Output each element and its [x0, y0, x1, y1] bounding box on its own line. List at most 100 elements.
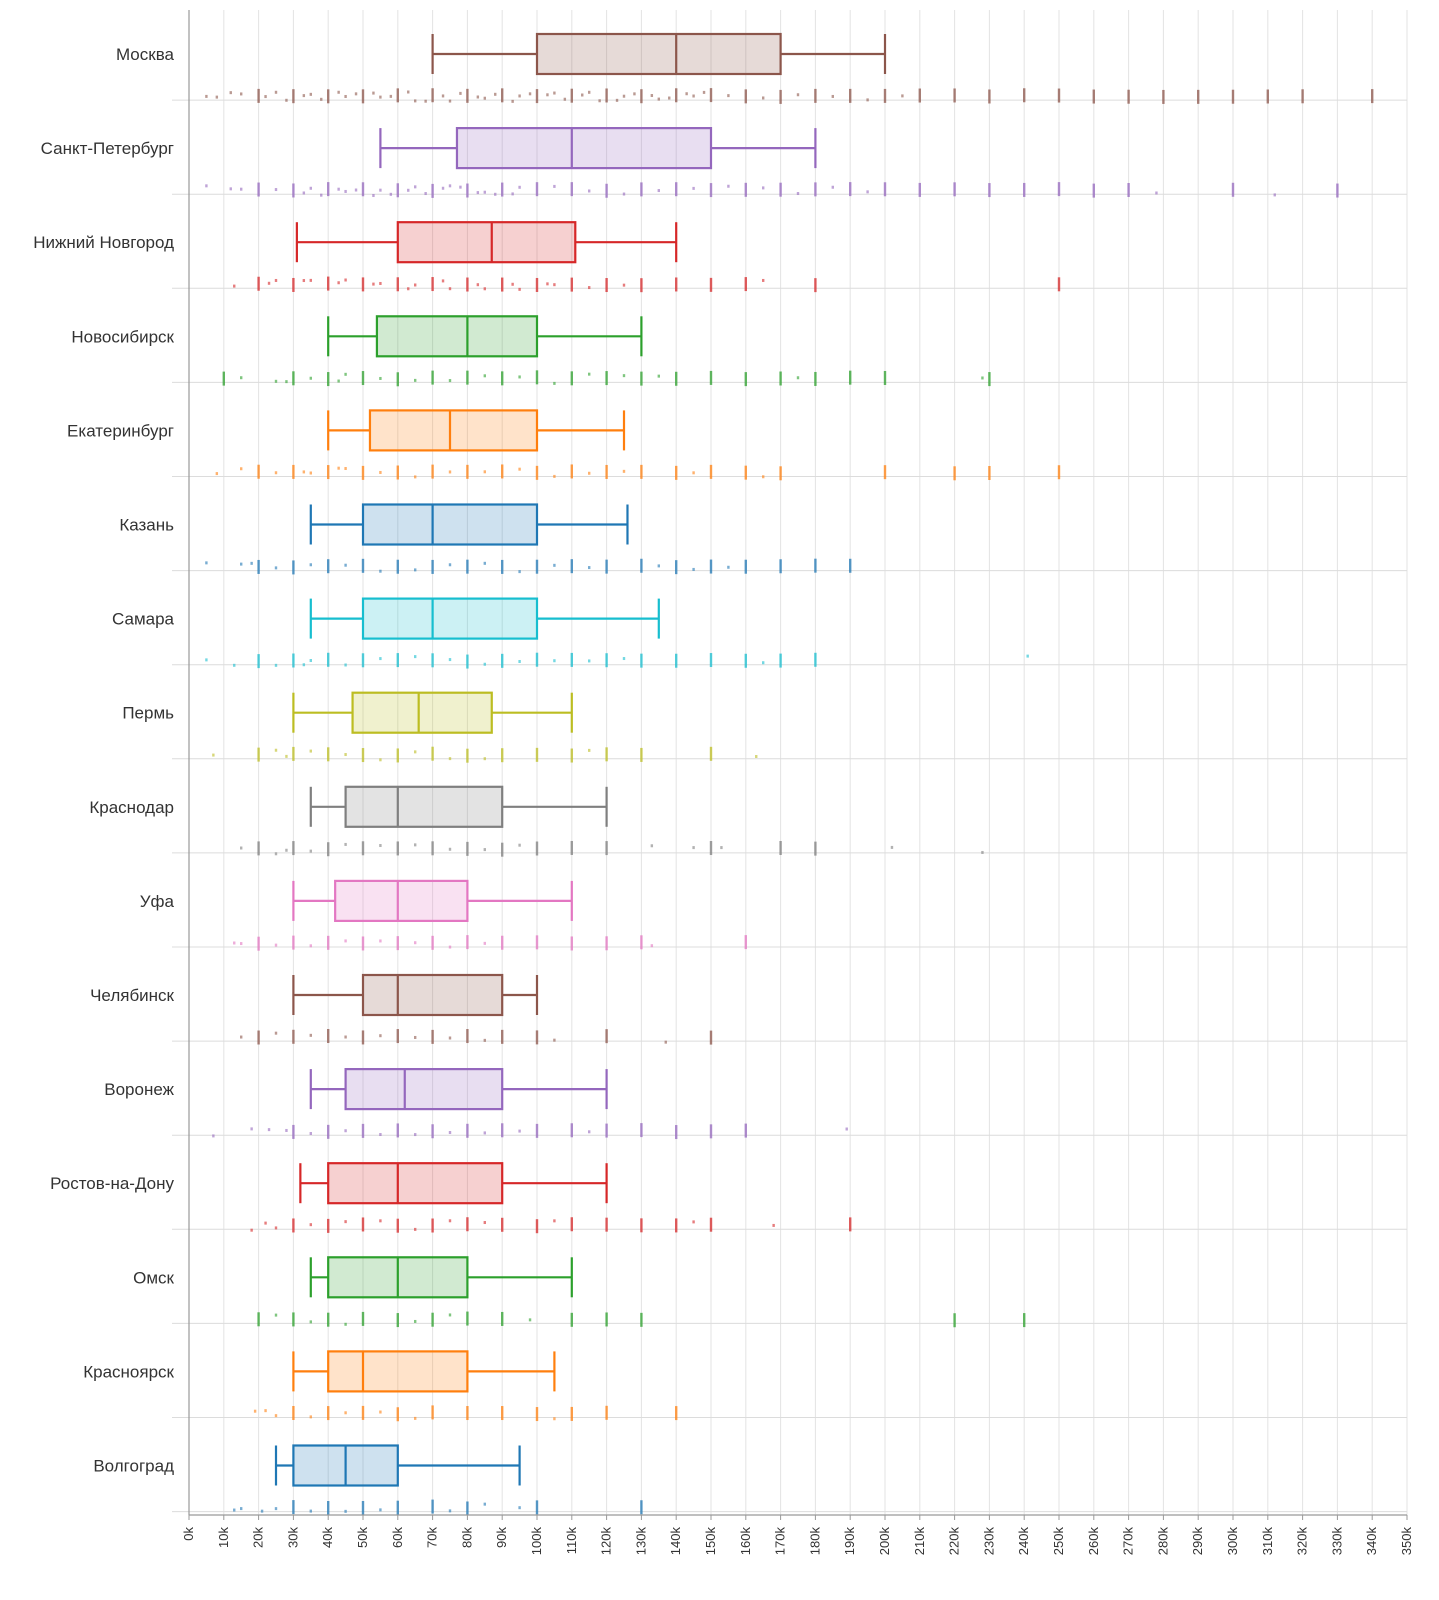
data-point [292, 183, 295, 198]
data-point [814, 278, 817, 293]
iqr-box [344, 1067, 504, 1111]
data-point [361, 841, 365, 856]
data-point [309, 659, 312, 663]
data-point [212, 1134, 215, 1138]
data-point [709, 1217, 713, 1232]
data-point [605, 1405, 608, 1420]
data-point [570, 559, 573, 574]
data-point [396, 1407, 399, 1422]
data-point [779, 182, 782, 197]
data-point [744, 372, 747, 387]
data-point [518, 1129, 521, 1133]
data-point [476, 95, 480, 99]
x-tick-label: 140k [668, 1527, 683, 1556]
data-point [720, 846, 723, 850]
data-point [483, 1131, 486, 1135]
data-point [448, 658, 452, 662]
data-point [292, 1218, 295, 1233]
data-point [448, 287, 452, 291]
data-point [588, 372, 591, 376]
category-row: Новосибирск [71, 315, 991, 387]
data-point [344, 1129, 347, 1133]
x-tick-label: 10k [216, 1527, 231, 1548]
data-point [1057, 88, 1061, 103]
data-point [267, 1128, 271, 1132]
x-tick-label: 30k [285, 1527, 300, 1548]
data-point [344, 939, 347, 943]
data-point [372, 91, 375, 95]
data-point [396, 936, 399, 951]
data-point [379, 1034, 382, 1038]
data-point [292, 1312, 295, 1327]
data-point [292, 746, 295, 761]
data-point [414, 475, 417, 479]
x-tick-label: 200k [877, 1527, 892, 1556]
data-point [267, 281, 271, 285]
category-label: Уфа [140, 892, 175, 911]
data-point [327, 89, 330, 104]
data-point [866, 190, 869, 194]
data-point [344, 842, 347, 846]
data-point [466, 841, 469, 856]
data-point [257, 1030, 260, 1045]
data-point [414, 1416, 417, 1420]
data-point [535, 465, 539, 480]
data-point [448, 563, 452, 567]
data-point [675, 88, 678, 103]
data-point [1273, 193, 1276, 197]
data-point [494, 192, 497, 196]
data-point [640, 1500, 643, 1515]
data-point [240, 92, 243, 96]
data-point [344, 1411, 347, 1415]
data-point [588, 189, 591, 193]
data-point [605, 1217, 608, 1232]
data-point [640, 1312, 643, 1327]
data-point [692, 94, 695, 98]
data-point [257, 654, 260, 669]
data-point [622, 94, 626, 98]
data-point [396, 183, 399, 198]
data-point [466, 1123, 469, 1138]
data-point [344, 372, 347, 376]
data-point [744, 653, 747, 668]
data-point [518, 843, 521, 847]
data-point [379, 281, 382, 285]
data-point [327, 182, 330, 197]
data-point [814, 182, 817, 197]
category-label: Санкт-Петербург [41, 139, 174, 158]
data-point [337, 187, 340, 191]
data-point [466, 88, 469, 103]
data-point [372, 282, 375, 286]
x-tick-label: 270k [1121, 1527, 1136, 1556]
x-tick-label: 150k [703, 1527, 718, 1556]
data-point [988, 183, 991, 198]
data-point [285, 1128, 288, 1132]
data-point [762, 96, 765, 100]
data-point [431, 464, 434, 479]
data-point [518, 570, 521, 574]
data-point [535, 1407, 539, 1422]
data-point [250, 1127, 253, 1131]
data-point [622, 469, 626, 473]
data-point [535, 1500, 539, 1515]
iqr-box [375, 315, 539, 358]
x-tick-label: 300k [1225, 1527, 1240, 1556]
data-point [692, 1220, 695, 1224]
data-point [546, 282, 549, 286]
data-point [501, 748, 504, 763]
data-point [692, 471, 695, 475]
data-point [379, 188, 382, 192]
data-point [772, 1223, 775, 1227]
data-point [292, 89, 295, 104]
data-point [675, 1218, 678, 1233]
grid-lines [172, 10, 1408, 1515]
data-point [229, 187, 232, 191]
data-point [640, 1123, 643, 1138]
data-point [675, 277, 678, 292]
data-point [361, 1500, 365, 1515]
data-point [727, 94, 730, 98]
data-point [501, 277, 504, 292]
category-rows: Москва Санкт-Петербург Нижний Новгород Ново… [33, 32, 1374, 1516]
data-point [1266, 89, 1269, 104]
data-point [570, 1312, 573, 1327]
